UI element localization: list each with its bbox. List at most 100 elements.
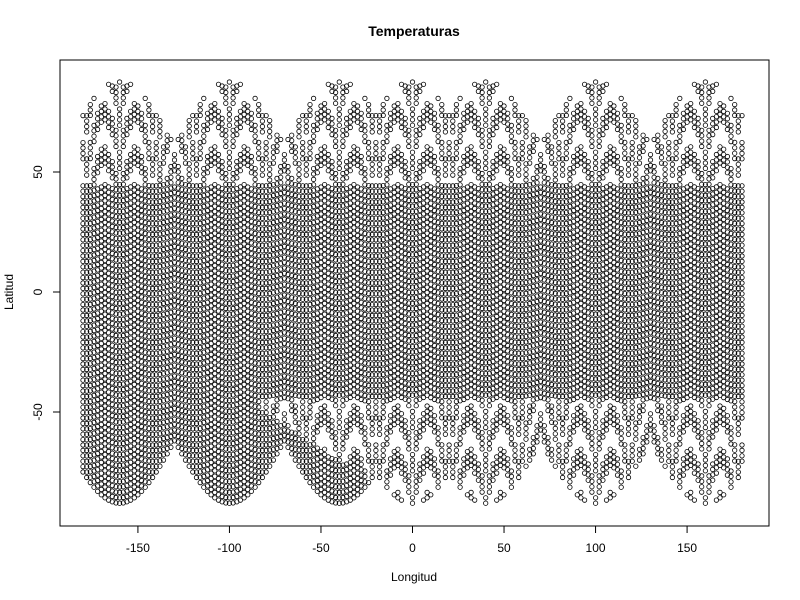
data-point	[347, 124, 353, 131]
data-point	[113, 176, 119, 182]
data-point	[98, 114, 104, 120]
data-point	[84, 221, 90, 227]
data-point	[120, 413, 126, 420]
data-point	[80, 350, 86, 356]
data-point	[131, 489, 137, 495]
data-point	[131, 365, 137, 371]
data-point	[113, 251, 119, 258]
data-point	[113, 192, 119, 198]
data-point	[142, 176, 148, 182]
data-point	[307, 102, 313, 108]
data-point	[131, 343, 137, 350]
data-point	[267, 177, 273, 183]
data-point	[84, 474, 90, 481]
data-point	[296, 166, 302, 172]
data-point	[109, 83, 115, 89]
data-point	[113, 349, 119, 355]
data-point	[113, 84, 119, 90]
data-point	[80, 469, 86, 475]
data-point	[80, 280, 86, 286]
data-point	[142, 268, 148, 274]
data-point	[365, 447, 372, 453]
data-point	[113, 289, 119, 295]
data-point	[109, 115, 115, 122]
data-point	[84, 431, 90, 437]
data-point	[296, 172, 302, 178]
data-point	[120, 241, 126, 247]
data-point	[113, 370, 119, 376]
data-point	[131, 111, 137, 118]
data-point	[142, 306, 148, 312]
data-point	[131, 149, 137, 155]
data-point	[117, 187, 123, 193]
data-point	[113, 484, 119, 490]
data-point	[109, 380, 115, 386]
data-point	[296, 123, 302, 129]
data-point	[84, 410, 90, 416]
data-point	[117, 209, 123, 215]
data-point	[296, 177, 302, 183]
data-point	[80, 204, 86, 210]
data-point	[150, 447, 156, 454]
data-point	[303, 123, 309, 130]
data-point	[219, 159, 225, 165]
data-point	[146, 139, 152, 145]
data-point	[347, 427, 353, 433]
data-point	[120, 289, 126, 295]
data-point	[146, 312, 152, 318]
data-point	[131, 257, 137, 263]
data-point	[131, 316, 137, 323]
data-point	[98, 259, 104, 266]
data-point	[142, 430, 148, 436]
data-point	[128, 416, 134, 422]
data-point	[307, 409, 313, 415]
data-point	[197, 150, 203, 156]
data-point	[109, 401, 115, 408]
data-point	[84, 442, 90, 448]
data-point	[230, 143, 236, 150]
data-point	[146, 436, 152, 442]
data-point	[146, 199, 152, 205]
data-point	[150, 469, 156, 475]
data-point	[102, 111, 108, 118]
data-point	[80, 426, 86, 432]
data-point	[190, 140, 196, 146]
data-point	[80, 323, 86, 329]
data-point	[84, 156, 90, 162]
data-point	[131, 473, 137, 479]
data-point	[113, 473, 119, 479]
data-point	[120, 203, 126, 209]
data-point	[131, 101, 137, 107]
data-point	[340, 138, 346, 144]
data-point	[128, 168, 134, 174]
data-point	[113, 392, 119, 398]
data-point	[146, 409, 152, 415]
data-point	[128, 151, 134, 158]
data-point	[109, 418, 115, 424]
data-point	[120, 89, 126, 96]
data-point	[142, 279, 148, 285]
data-point	[142, 225, 148, 231]
data-point	[109, 342, 115, 348]
data-point	[80, 242, 86, 248]
data-point	[102, 284, 108, 290]
data-point	[120, 408, 126, 414]
data-point	[87, 237, 93, 243]
data-point	[113, 143, 119, 150]
data-point	[131, 333, 137, 339]
data-point	[358, 153, 364, 160]
data-point	[80, 210, 86, 216]
data-point	[80, 150, 86, 156]
data-point	[120, 133, 126, 139]
data-point	[340, 446, 346, 452]
data-point	[84, 258, 90, 265]
data-point	[87, 442, 93, 448]
data-point	[84, 291, 90, 297]
data-point	[102, 354, 108, 360]
data-point	[336, 165, 342, 171]
data-point	[120, 435, 126, 441]
data-point	[102, 441, 108, 447]
data-point	[102, 457, 108, 463]
data-point	[102, 376, 108, 382]
data-point	[128, 492, 134, 498]
